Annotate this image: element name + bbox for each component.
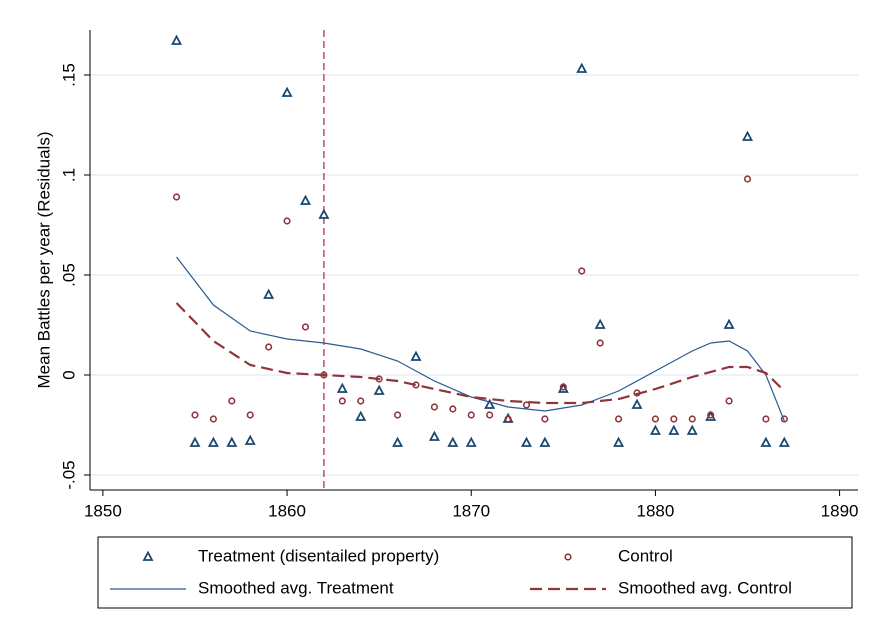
circle-marker: [780, 415, 788, 423]
x-tick-label: 1870: [452, 501, 490, 520]
circle-marker: [522, 401, 531, 409]
circle-marker: [172, 193, 181, 201]
legend-label: Control: [618, 546, 673, 565]
triangle-marker: [723, 318, 735, 329]
triangle-marker: [447, 436, 459, 447]
smoothed-line: [175, 302, 786, 405]
circle-marker: [467, 411, 475, 419]
circle-marker: [651, 415, 660, 423]
legend-box: [97, 536, 853, 609]
triangle-marker: [631, 398, 643, 409]
x-tick-label: 1860: [268, 501, 306, 520]
circle-marker: [265, 343, 273, 351]
triangle-marker: [410, 350, 422, 361]
triangle-marker: [263, 288, 275, 299]
triangle-marker: [594, 318, 606, 329]
circle-marker: [338, 397, 346, 405]
circle-marker: [301, 323, 310, 331]
triangle-marker: [649, 424, 661, 435]
legend-swatch: [142, 550, 154, 561]
triangle-marker: [576, 62, 588, 73]
x-tick-label: 1850: [84, 501, 122, 520]
circle-marker: [725, 397, 733, 405]
x-tick-label: 1880: [636, 501, 674, 520]
triangle-marker: [244, 434, 256, 445]
triangle-marker: [760, 436, 772, 447]
circle-marker: [228, 397, 236, 405]
triangle-marker: [778, 436, 790, 447]
legend-label: Smoothed avg. Control: [618, 578, 792, 597]
triangle-marker: [428, 430, 440, 441]
circle-marker: [283, 217, 291, 225]
y-tick-label: .05: [59, 263, 78, 287]
triangle-marker: [226, 436, 238, 447]
triangle-marker: [207, 436, 219, 447]
circle-marker: [357, 397, 365, 405]
circle-marker: [688, 415, 696, 423]
circle-marker: [449, 405, 457, 413]
circle-marker: [707, 411, 715, 419]
y-tick-label: 0: [59, 370, 78, 379]
circle-marker: [559, 383, 567, 391]
circle-marker: [614, 415, 623, 423]
circle-marker: [246, 411, 254, 419]
triangle-marker: [668, 424, 680, 435]
triangle-marker: [686, 424, 698, 435]
triangle-marker: [520, 436, 532, 447]
circle-marker: [762, 415, 770, 423]
x-tick-label: 1890: [821, 501, 859, 520]
circle-marker: [430, 403, 439, 411]
y-tick-label: .1: [59, 168, 78, 182]
y-tick-label: .15: [59, 63, 78, 87]
circle-marker: [578, 267, 586, 275]
circle-marker: [486, 411, 494, 419]
circle-marker: [596, 339, 604, 347]
legend-label: Treatment (disentailed property): [198, 546, 439, 565]
circle-marker: [504, 415, 512, 423]
triangle-marker: [189, 436, 201, 447]
triangle-marker: [741, 130, 753, 141]
smoothed-line: [176, 256, 785, 422]
triangle-marker: [539, 436, 551, 447]
y-tick-label: -.05: [59, 460, 78, 489]
circle-marker: [393, 411, 402, 419]
triangle-marker: [484, 398, 496, 409]
triangle-marker: [318, 208, 330, 219]
circle-marker: [209, 415, 217, 423]
y-axis-title: Mean Battles per year (Residuals): [34, 131, 53, 388]
triangle-marker: [465, 436, 477, 447]
triangle-marker: [392, 436, 404, 447]
circle-marker: [743, 175, 752, 183]
legend-swatch: [564, 553, 572, 561]
circle-marker: [541, 415, 549, 423]
triangle-marker: [299, 194, 311, 205]
circle-marker: [670, 415, 678, 423]
triangle-marker: [373, 384, 385, 395]
circle-marker: [191, 411, 199, 419]
triangle-marker: [336, 382, 348, 393]
triangle-marker: [171, 34, 183, 45]
triangle-marker: [281, 86, 293, 97]
triangle-marker: [613, 436, 625, 447]
legend-label: Smoothed avg. Treatment: [198, 578, 394, 597]
triangle-marker: [355, 410, 367, 421]
